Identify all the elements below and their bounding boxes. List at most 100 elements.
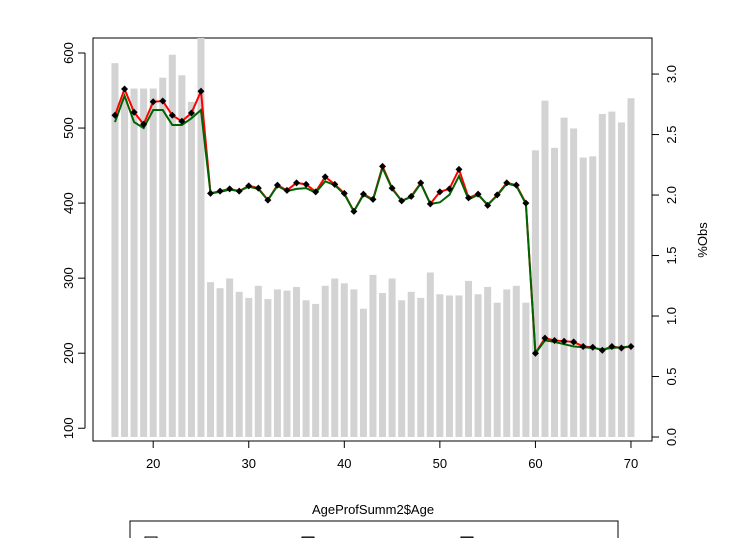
x-tick-label: 30 [242, 456, 256, 471]
bar [617, 122, 625, 438]
point-marker [254, 184, 262, 192]
bar [121, 98, 129, 438]
bar [522, 302, 530, 438]
bar [589, 156, 597, 438]
point-marker [340, 189, 348, 197]
bar [111, 63, 119, 438]
x-tick-label: 60 [528, 456, 542, 471]
point-marker [359, 190, 367, 198]
point-marker [350, 207, 358, 215]
bar [235, 291, 243, 438]
point-marker [503, 179, 511, 187]
bar [216, 288, 224, 438]
point-marker [369, 195, 377, 203]
point-marker [570, 338, 578, 346]
point-marker [197, 87, 205, 95]
x-axis-label: AgeProfSumm2$Age [312, 502, 434, 517]
point-marker [627, 342, 635, 350]
bar [359, 308, 367, 438]
point-marker [407, 192, 415, 200]
point-marker [140, 120, 148, 128]
point-marker [426, 200, 434, 208]
y-tick-label: 200 [61, 342, 76, 364]
x-tick-label: 50 [433, 456, 447, 471]
point-marker [379, 162, 387, 170]
point-marker [312, 188, 320, 196]
bar [407, 291, 415, 438]
point-marker [121, 85, 129, 93]
bar [627, 98, 635, 438]
bar [140, 88, 148, 438]
point-marker [560, 337, 568, 345]
bar [531, 150, 539, 438]
bar [226, 278, 234, 438]
bar [130, 88, 138, 438]
bar [484, 286, 492, 438]
y2-tick-label: 2.0 [664, 186, 679, 204]
bar [245, 297, 253, 438]
bar [302, 300, 310, 438]
bar [445, 295, 453, 438]
point-marker [159, 97, 167, 105]
point-marker [264, 196, 272, 204]
bar [331, 278, 339, 438]
legend-label: Actual [324, 536, 360, 538]
bar [168, 54, 176, 438]
bar [187, 101, 195, 438]
x-tick-label: 20 [146, 456, 160, 471]
point-marker [465, 194, 473, 202]
point-marker [436, 188, 444, 196]
bar [293, 286, 301, 438]
point-marker [388, 184, 396, 192]
bar [465, 280, 473, 438]
bar [426, 272, 434, 438]
bar [474, 294, 482, 438]
point-marker [273, 181, 281, 189]
point-marker [493, 191, 501, 199]
bar [178, 75, 186, 438]
y2-axis-label: %Obs [695, 222, 710, 258]
bar [273, 289, 281, 438]
bar [149, 88, 157, 438]
bar [283, 290, 291, 438]
bar [436, 294, 444, 438]
bar [369, 274, 377, 438]
bar [493, 302, 501, 438]
x-tick-label: 40 [337, 456, 351, 471]
point-marker [608, 342, 616, 350]
bar [512, 285, 520, 438]
point-marker [541, 334, 549, 342]
bar [579, 157, 587, 438]
bar [350, 289, 358, 438]
legend-label: AvgCand [483, 536, 536, 538]
point-marker [589, 343, 597, 351]
y-tick-label: 400 [61, 192, 76, 214]
y2-tick-label: 3.0 [664, 65, 679, 83]
point-marker [321, 173, 329, 181]
point-marker [187, 109, 195, 117]
point-marker [522, 199, 530, 207]
y2-tick-label: 1.0 [664, 307, 679, 325]
point-marker [178, 117, 186, 125]
bar [503, 289, 511, 438]
point-marker [398, 197, 406, 205]
point-marker [551, 336, 559, 344]
point-marker [226, 185, 234, 193]
y2-tick-label: 2.5 [664, 126, 679, 144]
point-marker [512, 181, 520, 189]
point-marker [484, 201, 492, 209]
legend-frame [129, 520, 619, 538]
y-tick-label: 600 [61, 42, 76, 64]
bar [560, 117, 568, 438]
point-marker [149, 98, 157, 106]
y-tick-label: 500 [61, 117, 76, 139]
point-marker [293, 179, 301, 187]
y2-tick-label: 0.0 [664, 428, 679, 446]
y2-tick-label: 1.5 [664, 246, 679, 264]
point-marker [216, 187, 224, 195]
y-tick-label: 300 [61, 267, 76, 289]
bar [570, 128, 578, 438]
bar [388, 278, 396, 438]
point-marker [168, 111, 176, 119]
